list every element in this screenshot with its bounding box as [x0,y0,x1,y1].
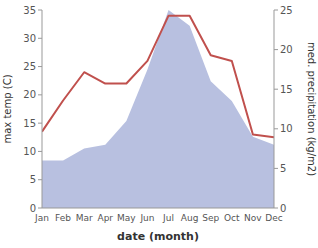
y-tick-label: 15 [23,118,36,129]
y-tick [38,151,42,152]
precipitation-area [42,10,274,208]
y-tick [38,179,42,180]
x-tick-label: Nov [244,213,262,223]
y2-tick-label: 15 [280,84,293,95]
chart-container: 051015202530350510152025JanFebMarAprMayJ… [0,0,318,248]
y-tick-label: 30 [23,33,36,44]
y-tick-label: 10 [23,146,36,157]
x-tick-label: Dec [265,213,282,223]
y2-tick [274,208,278,209]
x-tick-label: Jan [34,213,49,223]
y2-tick [274,128,278,129]
y2-tick [274,10,278,11]
x-axis-title: date (month) [117,230,199,243]
x-tick-label: Apr [97,213,113,223]
x-tick-label: Sep [202,213,219,223]
x-tick-label: May [117,213,136,223]
y-tick-label: 25 [23,61,36,72]
x-tick-label: Oct [224,213,240,223]
y-tick-label: 0 [30,203,36,214]
y2-tick [274,49,278,50]
y-tick [38,123,42,124]
chart: 051015202530350510152025JanFebMarAprMayJ… [0,0,318,248]
y-tick [38,208,42,209]
y-axis-title: max temp (C) [2,74,13,143]
x-tick-label: Jun [139,213,154,223]
y2-axis-title: med. precipitation (kg/m2) [306,42,317,176]
plot-area [42,10,274,208]
y-tick-label: 5 [30,174,36,185]
y-tick [38,38,42,39]
y-tick [38,10,42,11]
y-axis-line [42,10,43,208]
x-axis-line [42,208,274,209]
y2-tick [274,89,278,90]
x-tick-label: Jul [162,213,174,223]
x-tick-label: Aug [181,213,199,223]
y-tick-label: 35 [23,5,36,16]
y2-tick-label: 5 [280,163,286,174]
y-tick-label: 20 [23,89,36,100]
y-tick [38,94,42,95]
x-tick-label: Feb [55,213,71,223]
y-tick [38,66,42,67]
y2-tick-label: 25 [280,5,293,16]
y2-tick-label: 10 [280,123,293,134]
y2-tick-label: 20 [280,44,293,55]
y2-axis-line [274,10,275,208]
x-tick-label: Mar [76,213,93,223]
temperature-line [42,16,274,138]
y2-tick [274,168,278,169]
y2-tick-label: 0 [280,203,286,214]
